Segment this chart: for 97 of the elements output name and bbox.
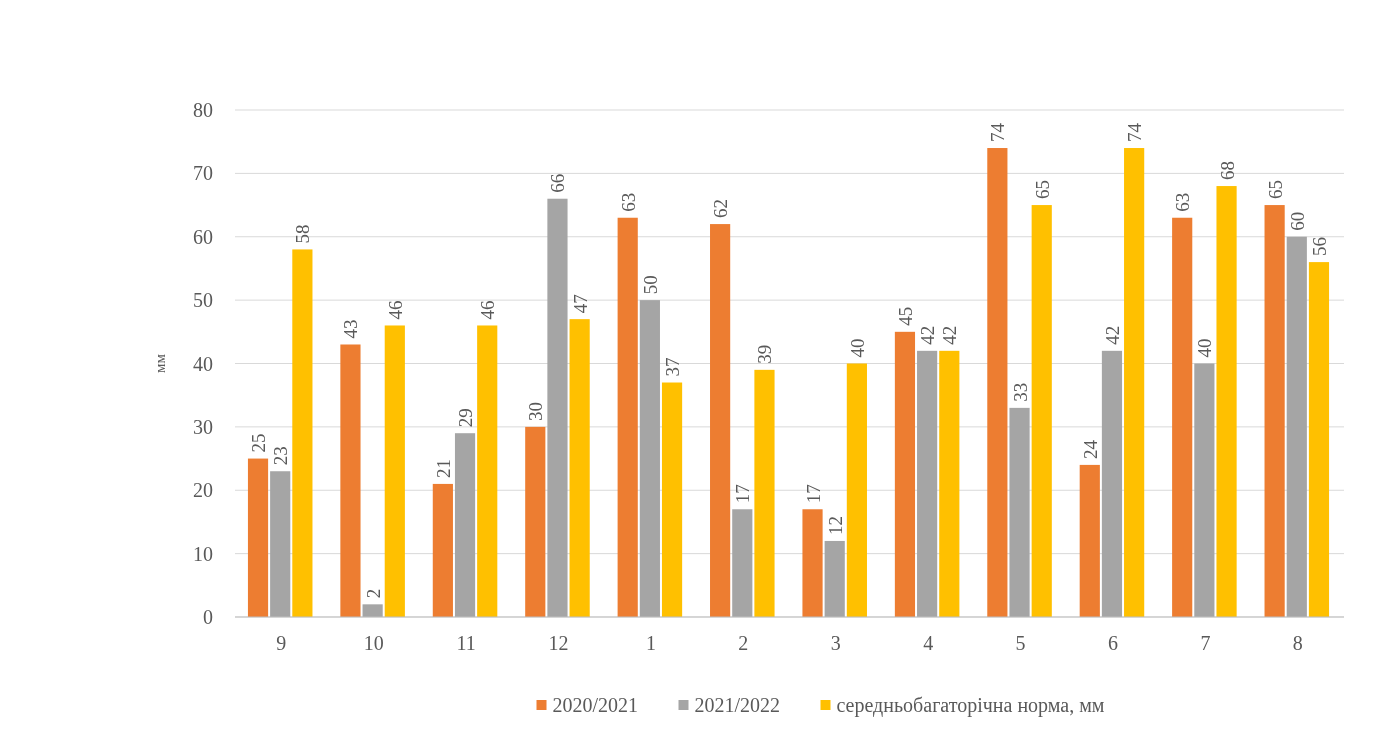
- x-tick-label: 10: [363, 632, 384, 654]
- bar: [1216, 186, 1237, 617]
- bar: [525, 426, 546, 617]
- y-tick-label: 60: [193, 225, 213, 248]
- data-label: 47: [569, 294, 591, 314]
- data-label: 63: [617, 192, 639, 212]
- bar: [362, 604, 383, 617]
- data-label: 65: [1031, 180, 1053, 200]
- bar: [1101, 350, 1123, 617]
- bar: [732, 509, 753, 617]
- bar: [1031, 205, 1052, 617]
- bar: [987, 148, 1008, 617]
- data-label: 29: [455, 408, 477, 428]
- data-label: 40: [846, 338, 868, 358]
- legend-label: 2020/2021: [552, 694, 639, 716]
- bar: [454, 433, 476, 617]
- bar: [1286, 236, 1307, 617]
- bar: [617, 217, 638, 617]
- bar: [939, 350, 960, 617]
- legend-label: середньобагаторічна норма, мм: [836, 694, 1105, 717]
- data-label: 24: [1079, 439, 1101, 459]
- y-tick-label: 70: [193, 162, 213, 185]
- bar: [270, 471, 291, 617]
- bar: [384, 325, 405, 617]
- data-label: 65: [1264, 180, 1286, 200]
- data-label: 17: [732, 484, 754, 504]
- data-label: 40: [1194, 338, 1216, 358]
- data-label: 42: [917, 325, 939, 345]
- bar: [894, 331, 916, 617]
- data-label: 37: [662, 357, 684, 377]
- data-label: 42: [1101, 325, 1123, 345]
- bar: [477, 325, 498, 617]
- y-tick-label: 20: [193, 479, 213, 502]
- data-label: 21: [432, 458, 454, 478]
- bar: [917, 350, 938, 617]
- x-tick-label: 5: [1015, 632, 1026, 654]
- data-label: 46: [384, 300, 406, 320]
- bar: [1194, 363, 1215, 617]
- data-label: 43: [340, 319, 362, 339]
- bar: [639, 300, 660, 617]
- bar: [1172, 217, 1193, 617]
- data-label: 58: [292, 224, 314, 244]
- y-tick-label: 50: [193, 289, 213, 312]
- bar: [846, 363, 867, 617]
- bar: [1264, 205, 1285, 617]
- data-label: 50: [639, 275, 661, 295]
- x-tick-label: 12: [548, 632, 569, 654]
- x-tick-label: 2: [738, 632, 749, 654]
- bar: [661, 382, 683, 617]
- data-label: 74: [987, 122, 1009, 143]
- y-tick-label: 10: [193, 542, 213, 565]
- data-label: 63: [1172, 192, 1194, 212]
- x-tick-label: 6: [1107, 632, 1118, 654]
- data-label: 74: [1124, 122, 1146, 143]
- bar: [1079, 464, 1100, 617]
- data-label: 66: [547, 173, 569, 193]
- data-label: 12: [824, 515, 846, 535]
- data-label: 25: [248, 433, 270, 453]
- x-tick-label: 11: [456, 632, 476, 654]
- bar: [432, 483, 453, 617]
- y-tick-label: 0: [203, 606, 213, 628]
- x-tick-label: 3: [830, 632, 841, 654]
- data-label: 56: [1308, 237, 1330, 257]
- data-label: 23: [270, 446, 292, 466]
- data-label: 68: [1216, 161, 1238, 181]
- x-tick-label: 4: [923, 632, 934, 654]
- y-tick-label: 40: [193, 352, 213, 375]
- data-label: 30: [525, 401, 547, 421]
- legend-label: 2021/2022: [694, 694, 781, 716]
- y-axis-title: мм: [152, 353, 168, 373]
- data-label: 60: [1286, 211, 1308, 231]
- bar: [1308, 262, 1330, 617]
- bar: [1124, 148, 1145, 617]
- data-label: 2: [362, 588, 384, 599]
- data-label: 33: [1009, 382, 1031, 402]
- data-label: 39: [754, 344, 776, 364]
- data-label: 46: [477, 300, 499, 320]
- data-label: 45: [894, 306, 916, 326]
- bar: [754, 369, 775, 617]
- x-tick-label: 7: [1200, 632, 1211, 654]
- bar: [1009, 407, 1030, 617]
- data-label: 62: [710, 199, 732, 219]
- bar: [569, 319, 590, 617]
- bar: [247, 458, 269, 617]
- bar: [824, 540, 845, 617]
- bar: [292, 249, 313, 617]
- bar: [340, 344, 361, 617]
- y-tick-label: 30: [193, 415, 213, 438]
- data-label: 17: [802, 484, 824, 504]
- data-label: 42: [939, 325, 961, 345]
- x-tick-label: 1: [645, 632, 656, 654]
- bar: [547, 198, 568, 617]
- y-tick-label: 80: [193, 99, 213, 121]
- x-tick-label: 9: [276, 632, 287, 654]
- x-tick-label: 8: [1292, 632, 1303, 654]
- bar: [710, 224, 731, 617]
- bar: [802, 509, 823, 617]
